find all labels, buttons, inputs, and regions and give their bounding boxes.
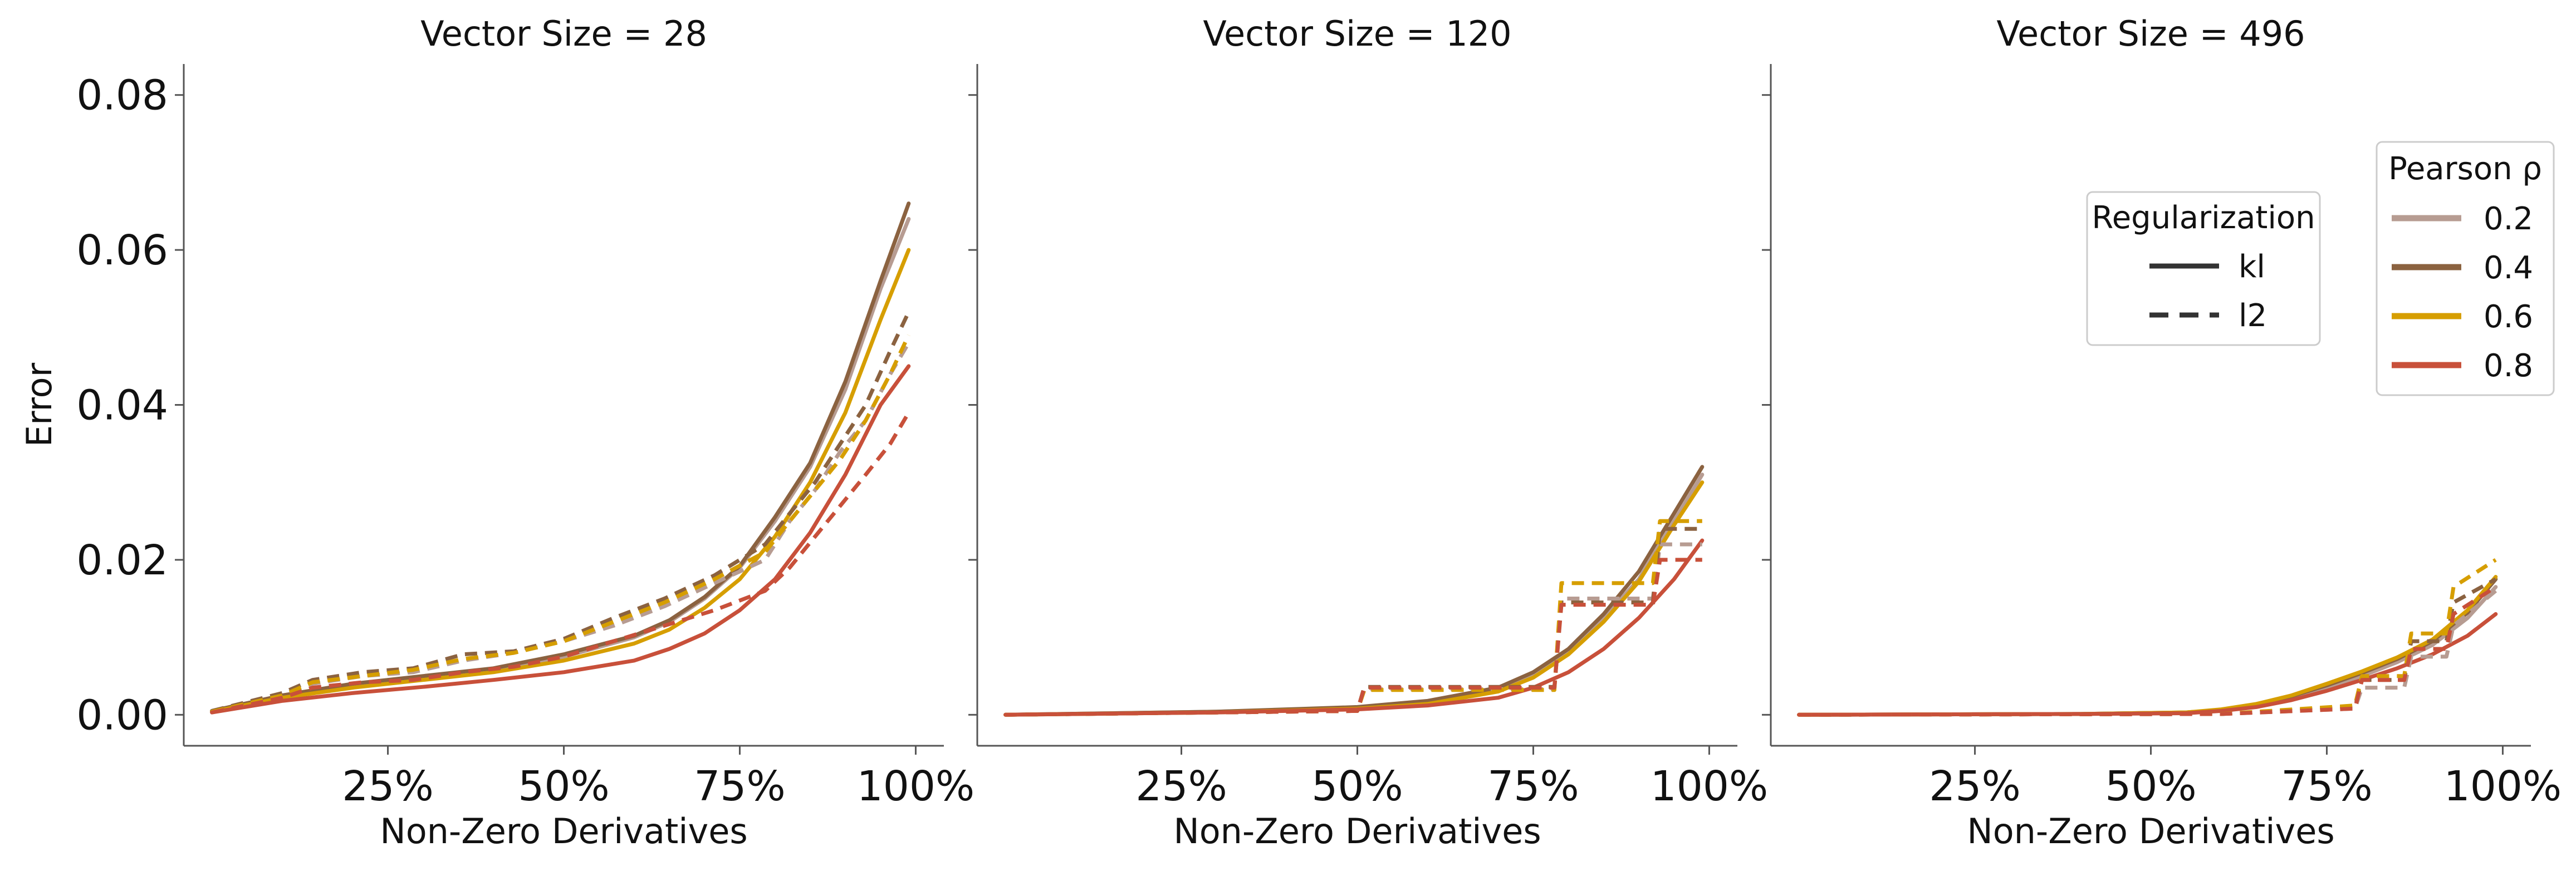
series-line-rho-04-kl	[1797, 577, 2498, 717]
series-line-rho-06-kl	[1797, 575, 2498, 717]
x-tick-label: 75%	[2281, 762, 2372, 810]
panels: Vector Size = 28 0.00 0.02 0.04 0.06 0.08 25% 5…	[19, 13, 2562, 852]
x-tick-label: 75%	[694, 762, 785, 810]
x-tick-label: 50%	[1311, 762, 1403, 810]
panel-3: Vector Size = 496 25% 50% 75% 100% Non-Zero D…	[1762, 13, 2562, 852]
series-line-rho-04-kl	[210, 201, 911, 713]
x-tick-label: 100%	[857, 762, 975, 810]
legend-label: kl	[2239, 249, 2265, 285]
legend-label: 0.4	[2484, 250, 2533, 286]
x-tick-label: 25%	[1135, 762, 1227, 810]
x-tick-label: 100%	[1651, 762, 1769, 810]
x-axis-label: Non-Zero Derivatives	[380, 811, 747, 852]
legend-label: 0.2	[2484, 201, 2533, 237]
legends: Regularization kl l2 Pearson ρ 0.2 0.4 0.6 0.8	[2086, 141, 2555, 396]
series-line-rho-08-kl	[210, 364, 911, 715]
x-tick-label: 25%	[342, 762, 433, 810]
series-line-rho-06-l2	[1799, 558, 2497, 717]
series-line-rho-08-l2	[1005, 558, 1702, 717]
legend-label: l2	[2239, 298, 2267, 334]
series-line-rho-02-kl	[210, 216, 911, 713]
legend-label: 0.6	[2484, 299, 2533, 335]
pearson-legend: Pearson ρ 0.2 0.4 0.6 0.8	[2376, 141, 2555, 396]
panel-2: Vector Size = 120 25% 50% 75% 100% Non-Zero D…	[968, 13, 1768, 852]
y-tick-label: 0.08	[76, 72, 168, 120]
y-tick-label: 0.02	[76, 537, 168, 584]
x-tick-label: 75%	[1487, 762, 1579, 810]
x-tick-label: 100%	[2444, 762, 2562, 810]
series-line-rho-02-l2	[1799, 589, 2497, 717]
legend-frame	[2376, 141, 2555, 396]
panel-title: Vector Size = 28	[420, 13, 707, 54]
x-axis-label: Non-Zero Derivatives	[1173, 811, 1541, 852]
series-line-rho-04-kl	[1003, 465, 1705, 717]
series-line-rho-08-l2	[211, 411, 910, 715]
y-tick-label: 0.06	[76, 227, 168, 274]
x-axis-label: Non-Zero Derivatives	[1967, 811, 2334, 852]
series-line-rho-02-kl	[1003, 473, 1705, 717]
series-line-rho-08-l2	[1799, 585, 2497, 717]
regularization-legend: Regularization kl l2	[2086, 191, 2321, 346]
legend-title: Pearson ρ	[2388, 151, 2542, 187]
series-line-rho-04-l2	[1799, 577, 2497, 717]
y-tick-label: 0.04	[76, 382, 168, 430]
y-axis-label: Error	[19, 362, 60, 447]
x-tick-label: 50%	[518, 762, 609, 810]
legend-label: 0.8	[2484, 348, 2533, 384]
legend-title: Regularization	[2092, 200, 2315, 236]
panel-title: Vector Size = 496	[1996, 13, 2305, 54]
panel-1: Vector Size = 28 0.00 0.02 0.04 0.06 0.08 25% 5…	[76, 13, 974, 852]
series-line-rho-06-l2	[211, 334, 910, 714]
x-tick-label: 50%	[2105, 762, 2196, 810]
panel-title: Vector Size = 120	[1203, 13, 1511, 54]
x-tick-label: 25%	[1929, 762, 2020, 810]
y-tick-label: 0.00	[76, 691, 168, 739]
series-line-rho-04-l2	[211, 311, 910, 713]
series-line-rho-02-kl	[1797, 585, 2498, 717]
series-line-rho-06-kl	[210, 248, 911, 714]
